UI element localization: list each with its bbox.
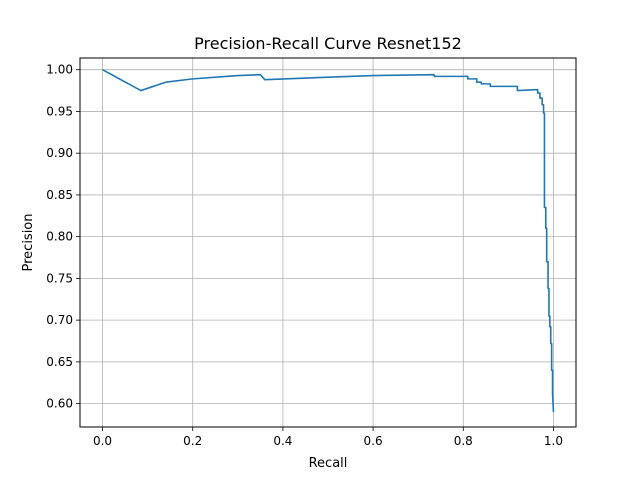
x-tick-label: 0.0: [93, 434, 112, 448]
y-tick-label: 0.95: [46, 104, 73, 118]
x-axis-ticks: 0.0 0.2 0.4 0.6 0.8 1.0: [93, 427, 563, 448]
x-gridlines: [102, 58, 554, 427]
x-tick-label: 1.0: [544, 434, 563, 448]
x-tick-label: 0.4: [273, 434, 292, 448]
y-tick-label: 0.80: [46, 230, 73, 244]
y-gridlines: [80, 69, 576, 405]
y-tick-label: 0.65: [46, 355, 73, 369]
y-tick-label: 0.70: [46, 313, 73, 327]
y-axis-label: Precision: [21, 213, 36, 271]
y-tick-label: 1.00: [46, 63, 73, 77]
x-tick-label: 0.8: [454, 434, 473, 448]
y-tick-label: 0.85: [46, 188, 73, 202]
y-tick-label: 0.60: [46, 397, 73, 411]
y-axis-ticks: 0.60 0.65 0.70 0.75 0.80 0.85 0.90 0.95 1.00: [46, 63, 80, 411]
series-layer: [102, 68, 555, 413]
y-tick-label: 0.75: [46, 271, 73, 285]
x-tick-label: 0.6: [364, 434, 383, 448]
pr-curve-line: [102, 68, 555, 413]
chart-title: Precision-Recall Curve Resnet152: [194, 34, 462, 53]
x-axis-label: Recall: [309, 456, 348, 471]
plot-frame: [79, 57, 577, 428]
y-tick-label: 0.90: [46, 146, 73, 160]
x-tick-label: 0.2: [183, 434, 202, 448]
